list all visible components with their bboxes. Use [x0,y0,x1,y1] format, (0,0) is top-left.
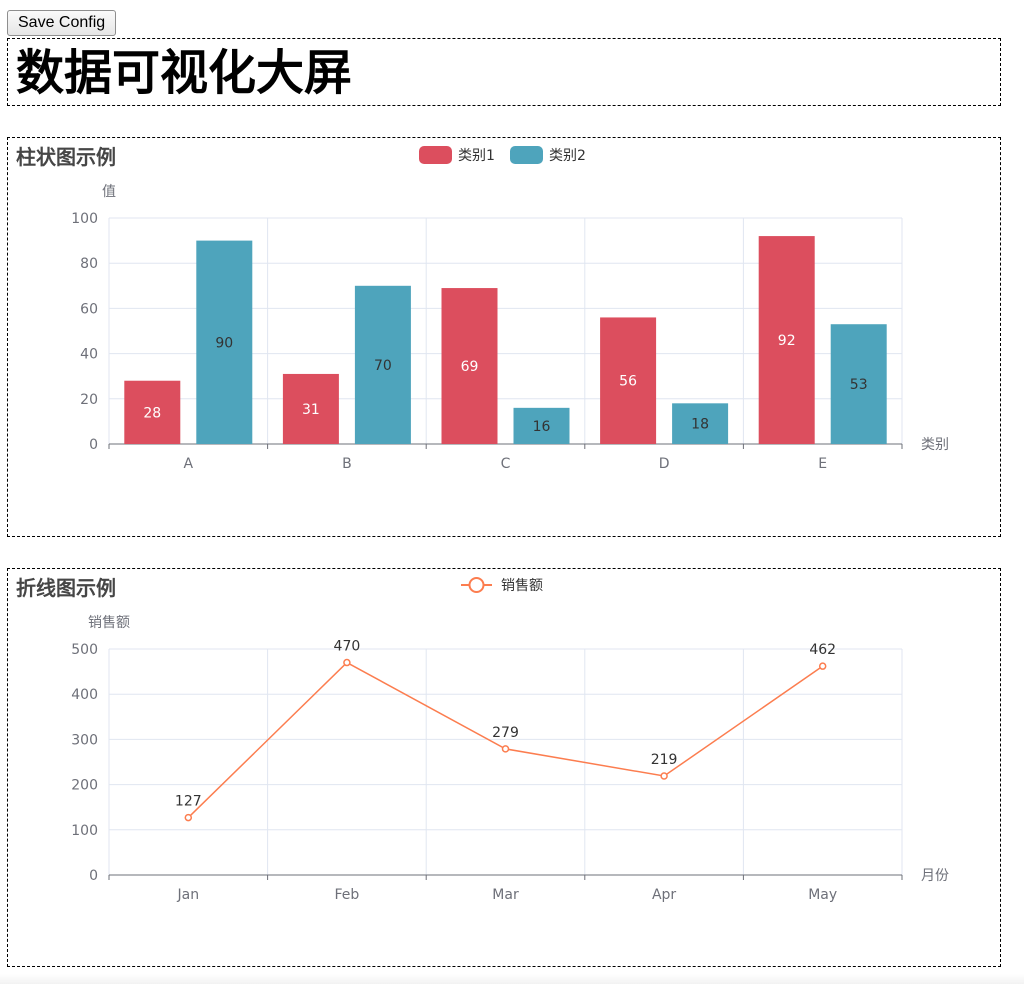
bar [354,285,411,444]
legend-swatch-2 [510,146,543,164]
y-tick-label: 300 [71,732,98,748]
bar-value-label: 28 [143,405,161,421]
y-tick-label: 60 [80,301,98,317]
x-tick-label: D [659,456,670,472]
point-value-label: 279 [492,725,519,741]
page-bottom-edge [0,974,1024,984]
bar [124,380,181,444]
bar [672,403,729,444]
x-tick-label: May [808,887,837,903]
bar-value-label: 56 [619,374,637,390]
x-tick-label: Mar [492,887,519,903]
save-config-button[interactable]: Save Config [7,10,117,36]
x-tick-label: Jan [177,887,200,903]
bar [830,324,887,444]
bar [600,317,657,444]
legend-marker [468,577,485,593]
point-value-label: 470 [334,639,361,655]
x-tick-label: E [818,456,827,472]
legend-label-2: 类别2 [549,148,586,164]
y-tick-label: 40 [80,347,98,363]
legend-swatch-1 [419,146,452,164]
y-tick-label: 500 [71,642,98,658]
x-axis-name: 类别 [921,437,949,453]
y-tick-label: 80 [80,256,98,272]
chart-title: 折线图示例 [16,576,116,600]
line-chart-panel: 折线图示例 0 100 200 300 400 500 Jan Feb Mar Apr May 销售额月… [7,568,1001,967]
y-tick-label: 400 [71,687,98,703]
bar-chart-panel: 柱状图示例 0 20 40 60 80 100 A B C D E 值类别 类别1 类别2 28 31 69 56 9… [7,137,1001,537]
data-point [818,662,827,670]
bar-value-label: 70 [374,358,392,374]
data-point [343,658,351,667]
y-tick-label: 100 [71,211,98,227]
data-point [184,813,193,822]
data-point [501,745,510,753]
bar [196,240,253,444]
legend-label: 销售额 [501,578,543,594]
point-value-label: 219 [651,752,678,768]
line-chart: 折线图示例 0 100 200 300 400 500 Jan Feb Mar Apr May 销售额月… [16,576,949,903]
bar-value-label: 18 [691,417,709,433]
x-tick-label: Apr [652,887,676,903]
bar [282,373,339,444]
x-tick-label: Feb [335,887,360,903]
title-panel: 数据可视化大屏 [7,38,1001,106]
bar-value-label: 53 [850,377,868,393]
point-value-label: 462 [809,642,836,658]
y-tick-label: 200 [71,778,98,794]
x-axis-name: 月份 [921,868,949,884]
bar-value-label: 69 [461,359,479,375]
x-tick-label: A [184,456,194,472]
bar-value-label: 16 [533,419,551,435]
y-axis-name: 值 [102,184,116,200]
legend-label-1: 类别1 [458,148,495,164]
point-value-label: 127 [175,794,202,810]
bar [441,288,498,444]
y-tick-label: 0 [89,868,98,884]
page-title: 数据可视化大屏 [16,45,353,101]
bar-value-label: 31 [302,402,320,418]
bar-value-label: 90 [215,335,233,351]
bar [758,236,815,444]
chart-title: 柱状图示例 [16,145,116,169]
y-tick-label: 0 [89,437,98,453]
bar-chart: 柱状图示例 0 20 40 60 80 100 A B C D E 值类别 类别1 类别2 28 31 69 56 9… [16,145,949,472]
data-point [660,772,668,780]
bar-value-label: 92 [778,333,796,349]
y-tick-label: 20 [80,392,98,408]
bar [513,407,570,444]
y-tick-label: 100 [71,823,98,839]
y-axis-name: 销售额 [88,615,130,631]
x-tick-label: C [501,456,511,472]
x-tick-label: B [342,456,352,472]
